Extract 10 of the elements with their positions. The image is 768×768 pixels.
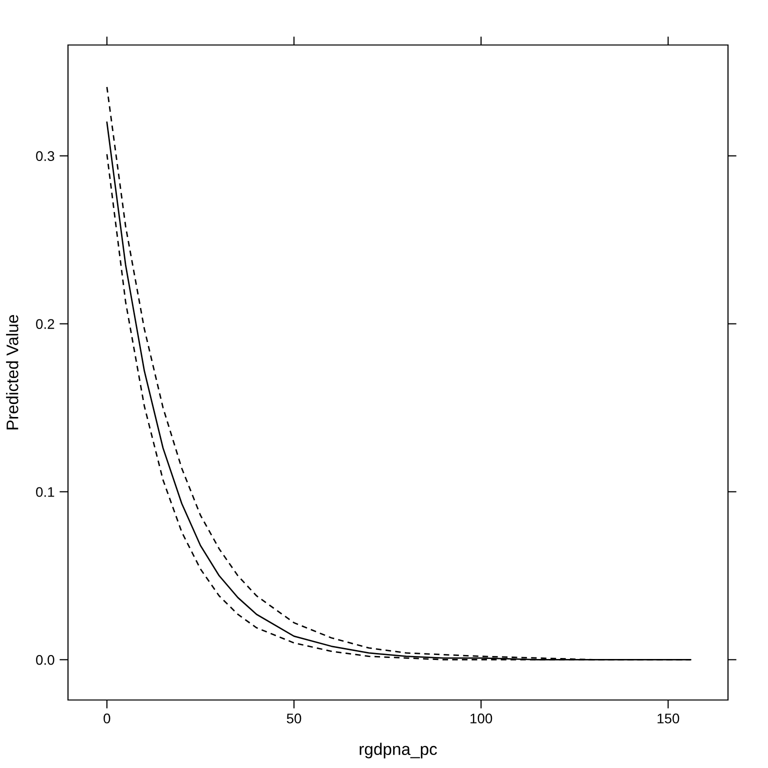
x-tick-label: 0: [104, 714, 110, 724]
x-tick-label: 100: [470, 714, 492, 724]
y-tick-label: 0.1: [36, 487, 54, 497]
y-axis-title: Predicted Value: [6, 315, 18, 430]
x-axis-title: rgdpna_pc: [360, 742, 437, 758]
y-tick-label: 0.2: [36, 319, 54, 329]
y-tick-label: 0.0: [36, 655, 54, 665]
x-tick-label: 150: [658, 714, 680, 724]
x-tick-label: 50: [286, 714, 302, 724]
y-tick-label: 0.3: [36, 151, 54, 162]
